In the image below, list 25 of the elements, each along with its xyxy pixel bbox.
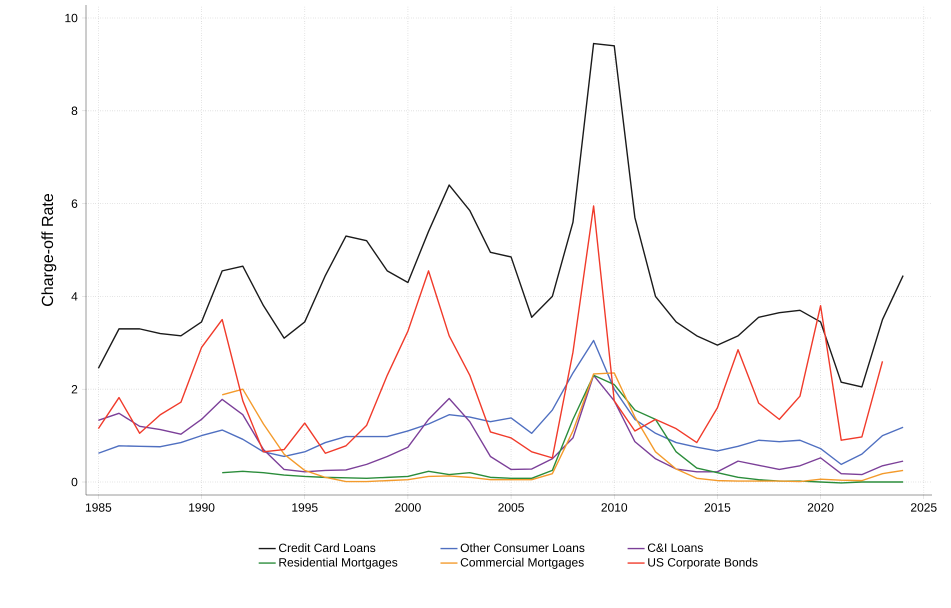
y-tick-label: 8 [72, 106, 78, 116]
y-tick-label: 2 [72, 385, 78, 394]
x-tick-label: 1995 [292, 503, 318, 512]
legend-label: Residential Mortgages [279, 558, 398, 569]
x-tick-label: 2025 [911, 503, 937, 512]
x-tick-label: 1990 [189, 503, 214, 512]
x-tick-label: 2000 [395, 503, 421, 512]
x-tick-label: 2005 [498, 503, 524, 512]
line-series [98, 42, 904, 388]
y-tick-label: 10 [65, 14, 78, 22]
legend-label: US Corporate Bonds [648, 558, 758, 569]
legend-label: C&I Loans [648, 543, 703, 552]
line-series [98, 205, 884, 459]
y-axis-title: Charge-off Rate [41, 194, 56, 306]
legend-label: Credit Card Loans [279, 543, 376, 552]
y-tick-label: 4 [71, 292, 78, 301]
y-tick-label: 6 [72, 199, 78, 208]
y-tick-label: 0 [72, 478, 78, 486]
x-tick-label: 1985 [86, 503, 112, 512]
x-tick-label: 2020 [808, 503, 834, 512]
x-tick-label: 2010 [602, 503, 628, 512]
line-series [98, 374, 904, 476]
legend-label: Other Consumer Loans [460, 543, 584, 552]
x-tick-label: 2015 [704, 503, 730, 512]
legend-label: Commercial Mortgages [460, 558, 584, 569]
